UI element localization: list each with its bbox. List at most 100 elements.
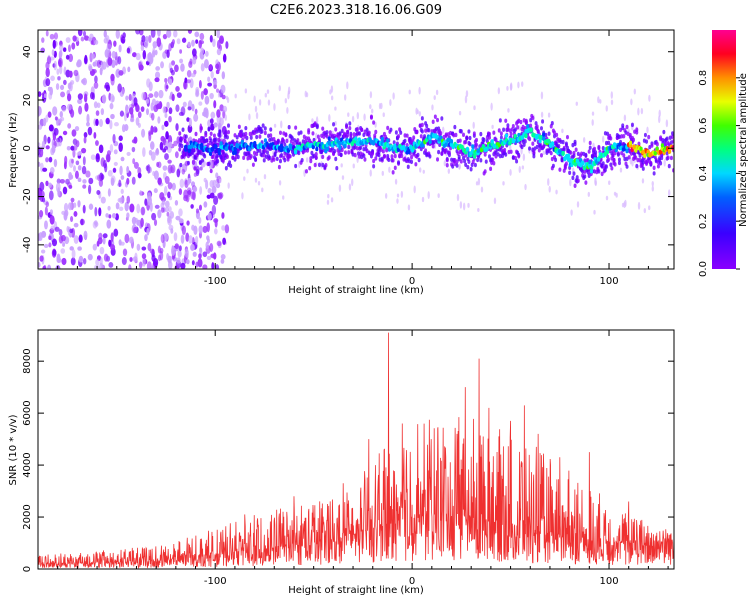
spectrogram-band-cell — [235, 135, 239, 140]
spectrogram-noise-cell — [185, 232, 190, 242]
spectrogram-scatter-cell — [522, 153, 526, 162]
spectrogram-noise-cell — [191, 103, 195, 112]
spectrogram-noise-cell — [194, 235, 199, 245]
snr-y-tick-label: 2000 — [22, 504, 33, 529]
spectrogram-noise-cell — [198, 217, 202, 224]
spectrogram-noise-cell — [49, 209, 54, 215]
spectrogram-band-cell — [224, 166, 228, 171]
spectrogram-band-cell — [347, 150, 351, 155]
spectrogram-noise-cell — [200, 63, 205, 72]
snr-y-tick-label: 8000 — [22, 348, 33, 373]
spectrogram-band-cell — [560, 156, 564, 161]
spectrogram-noise-cell — [204, 50, 209, 57]
spectrogram-noise-cell — [140, 44, 145, 51]
spectrogram-noise-cell — [174, 151, 179, 159]
spectrogram-noise-cell — [38, 210, 44, 218]
spectrogram-noise-cell — [44, 220, 48, 230]
spectrogram-band-cell — [434, 126, 438, 132]
spectrogram-noise-cell — [38, 233, 41, 242]
spectrogram-noise-cell — [149, 141, 155, 150]
spectrogram-noise-cell — [140, 206, 146, 216]
spectrogram-noise-cell — [67, 103, 72, 111]
spectrogram-noise-cell — [126, 195, 131, 204]
spectrogram-band-cell — [249, 135, 253, 140]
spectrogram-band-cell — [511, 155, 515, 160]
spectrogram-band-cell — [569, 150, 573, 155]
spectrogram-scatter-cell — [658, 115, 661, 124]
spectrogram-band-cell — [504, 118, 508, 124]
spectrogram-band-cell — [440, 116, 444, 121]
spectrogram-scatter-cell — [640, 107, 644, 115]
spectrogram-noise-cell — [216, 30, 220, 39]
spectrogram-noise-cell — [71, 249, 76, 259]
spectrogram-band-cell — [353, 152, 357, 158]
spectrogram-band-cell — [617, 157, 621, 162]
spectrogram-noise-cell — [160, 207, 165, 213]
spectrogram-noise-cell — [110, 175, 116, 184]
spectrogram-scatter-cell — [540, 91, 544, 100]
spectrogram-noise-cell — [48, 182, 52, 188]
spectrogram-noise-cell — [52, 39, 56, 49]
spectrogram-noise-cell — [167, 159, 172, 164]
spectrogram-noise-cell — [146, 164, 151, 174]
spectrogram-band-cell — [374, 129, 378, 135]
spectrogram-band-cell — [587, 149, 591, 154]
spectrogram-band-cell — [244, 125, 248, 131]
spectrogram-noise-cell — [66, 145, 71, 151]
spectrogram-noise-cell — [186, 117, 190, 122]
spectrogram-noise-cell — [95, 118, 99, 127]
spectrogram-noise-cell — [50, 225, 55, 231]
spectrogram-noise-cell — [134, 252, 138, 261]
spectrogram-scatter-cell — [348, 183, 352, 191]
spectrogram-band-cell — [572, 171, 576, 176]
spectrogram-noise-cell — [86, 121, 90, 127]
spectrogram-noise-cell — [174, 64, 179, 73]
spectrogram-noise-cell — [120, 188, 124, 195]
spectrogram-core-cell — [354, 136, 358, 141]
spectrogram-noise-cell — [215, 63, 220, 70]
spectrogram-noise-cell — [120, 36, 126, 44]
spectrogram-band-cell — [479, 158, 483, 163]
spectrogram-scatter-cell — [548, 185, 551, 193]
spectrogram-band-cell — [278, 158, 282, 164]
spectrogram-band-cell — [365, 127, 369, 133]
spectrogram-noise-cell — [135, 117, 140, 126]
spectrogram-noise-cell — [73, 165, 76, 172]
spectrogram-band-cell — [444, 132, 448, 137]
spectrogram-band-cell — [236, 154, 240, 160]
spectrogram-scatter-cell — [396, 198, 399, 204]
spectrogram-scatter-cell — [219, 178, 222, 184]
spectrogram-band-cell — [554, 157, 558, 163]
spectrogram-band-cell — [328, 130, 332, 135]
spectrogram-band-cell — [333, 149, 337, 154]
spectrogram-noise-cell — [181, 225, 186, 235]
spectrogram-noise-cell — [213, 228, 218, 235]
spectrogram-noise-cell — [56, 253, 61, 263]
spectrogram-band-cell — [240, 129, 244, 134]
spectrogram-band-cell — [619, 127, 623, 133]
spectrogram-scatter-cell — [217, 92, 221, 98]
spectrogram-noise-cell — [141, 91, 146, 101]
spectrogram-x-ticks: -100 0 100 — [57, 30, 669, 287]
spectrogram-noise-cell — [65, 37, 71, 43]
spectrogram-noise-cell — [175, 215, 181, 221]
spectrogram-scatter-cell — [521, 165, 525, 170]
spectrogram-band-cell — [513, 155, 517, 161]
spectrogram-noise-cell — [209, 243, 214, 252]
spectrogram-band-cell — [652, 171, 656, 176]
spectrogram-noise-cell — [191, 48, 197, 57]
spectrogram-core-cell — [311, 144, 315, 150]
spectrogram-noise-cell — [213, 122, 218, 128]
spectrogram-noise-cell — [48, 235, 52, 240]
spectrogram-band-cell — [559, 139, 563, 144]
spectrogram-noise-cell — [61, 257, 67, 266]
spectrogram-noise-cell — [133, 136, 138, 144]
spectrogram-noise-cell — [52, 106, 58, 116]
spectrogram-noise-cell — [135, 52, 141, 61]
spectrogram-band-cell — [183, 138, 187, 144]
spectrogram-noise-cell — [47, 111, 52, 118]
spectrogram-noise-cell — [70, 197, 75, 203]
spectrogram-core-cell — [385, 142, 390, 148]
spectrogram-noise-cell — [152, 41, 158, 49]
spectrogram-core-cell — [315, 146, 319, 152]
